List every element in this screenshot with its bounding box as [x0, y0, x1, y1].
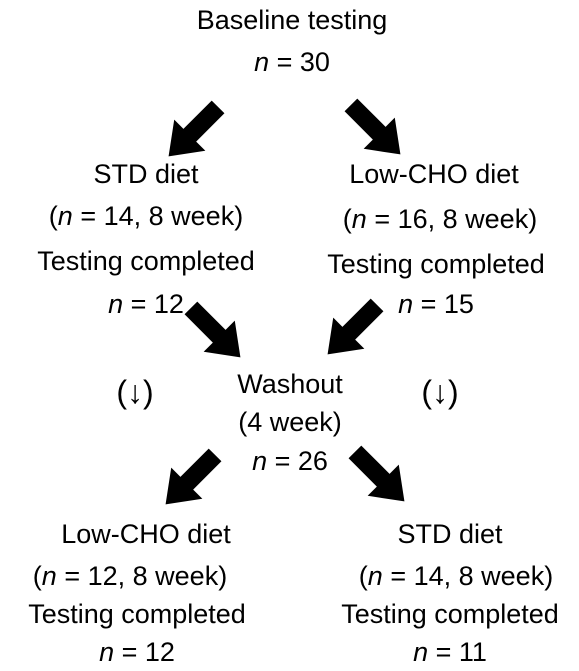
- washout-marker-right: (↓): [421, 374, 459, 410]
- baseline-n-value: = 30: [269, 47, 330, 77]
- phase2-left-detail: (n = 12, 8 week): [33, 560, 227, 592]
- phase1-left-n-label: n: [108, 289, 124, 319]
- phase2-right-n-value: = 11: [428, 637, 487, 667]
- phase1-left-detail-open: (: [48, 201, 58, 231]
- phase1-left-n: n = 12: [108, 288, 184, 320]
- phase1-right-n: n = 15: [398, 288, 474, 320]
- phase2-right-detail: (n = 14, 8 week): [359, 560, 553, 592]
- arrow-lowcho-to-washout-icon: [327, 298, 384, 355]
- phase2-right-n-label: n: [413, 637, 429, 667]
- phase1-left-detail-rest: = 14, 8 week): [72, 201, 244, 231]
- phase1-left-n-value: = 12: [123, 289, 184, 319]
- phase1-right-n-value: = 15: [413, 289, 474, 319]
- washout-n-value: = 26: [267, 446, 328, 476]
- washout-n-label: n: [252, 446, 268, 476]
- phase2-left-n-value: = 12: [114, 637, 175, 667]
- phase2-left-detail-open: (: [32, 561, 42, 591]
- phase2-right-completed: Testing completed: [341, 599, 559, 629]
- phase2-left-detail-rest: = 12, 8 week): [56, 561, 228, 591]
- phase2-right-detail-n: n: [367, 561, 383, 591]
- phase2-left-detail-n: n: [41, 561, 57, 591]
- phase2-right-detail-open: (: [358, 561, 368, 591]
- phase2-right-title: STD diet: [397, 519, 503, 549]
- phase1-left-title: STD diet: [93, 159, 199, 189]
- arrow-baseline-to-lowcho-icon: [344, 98, 401, 155]
- phase2-left-completed: Testing completed: [28, 599, 246, 629]
- phase1-right-completed: Testing completed: [327, 249, 545, 279]
- arrow-std-to-washout-icon: [184, 301, 241, 358]
- washout-n: n = 26: [252, 445, 328, 477]
- phase2-left-title: Low-CHO diet: [61, 519, 231, 549]
- arrow-baseline-to-std-icon: [168, 100, 225, 157]
- phase2-right-n: n = 11: [413, 636, 487, 668]
- phase1-left-completed: Testing completed: [37, 246, 255, 276]
- phase1-right-n-label: n: [398, 289, 414, 319]
- phase2-left-n-label: n: [99, 637, 115, 667]
- phase1-right-detail-rest: = 16, 8 week): [366, 204, 538, 234]
- washout-marker-left: (↓): [116, 374, 154, 410]
- phase1-left-detail: (n = 14, 8 week): [49, 200, 243, 232]
- washout-title: Washout: [237, 369, 343, 399]
- phase1-right-detail: (n = 16, 8 week): [343, 203, 537, 235]
- baseline-n: n = 30: [254, 46, 330, 78]
- phase1-left-detail-n: n: [57, 201, 73, 231]
- phase2-left-n: n = 12: [99, 636, 175, 668]
- washout-duration: (4 week): [238, 407, 342, 437]
- arrow-washout-to-std-icon: [348, 445, 405, 502]
- arrow-washout-to-lowcho-icon: [165, 448, 222, 505]
- phase1-right-title: Low-CHO diet: [349, 159, 519, 189]
- phase1-right-detail-n: n: [351, 204, 367, 234]
- baseline-n-label: n: [254, 47, 270, 77]
- phase2-right-detail-rest: = 14, 8 week): [382, 561, 554, 591]
- phase1-right-detail-open: (: [342, 204, 352, 234]
- baseline-title: Baseline testing: [196, 5, 388, 35]
